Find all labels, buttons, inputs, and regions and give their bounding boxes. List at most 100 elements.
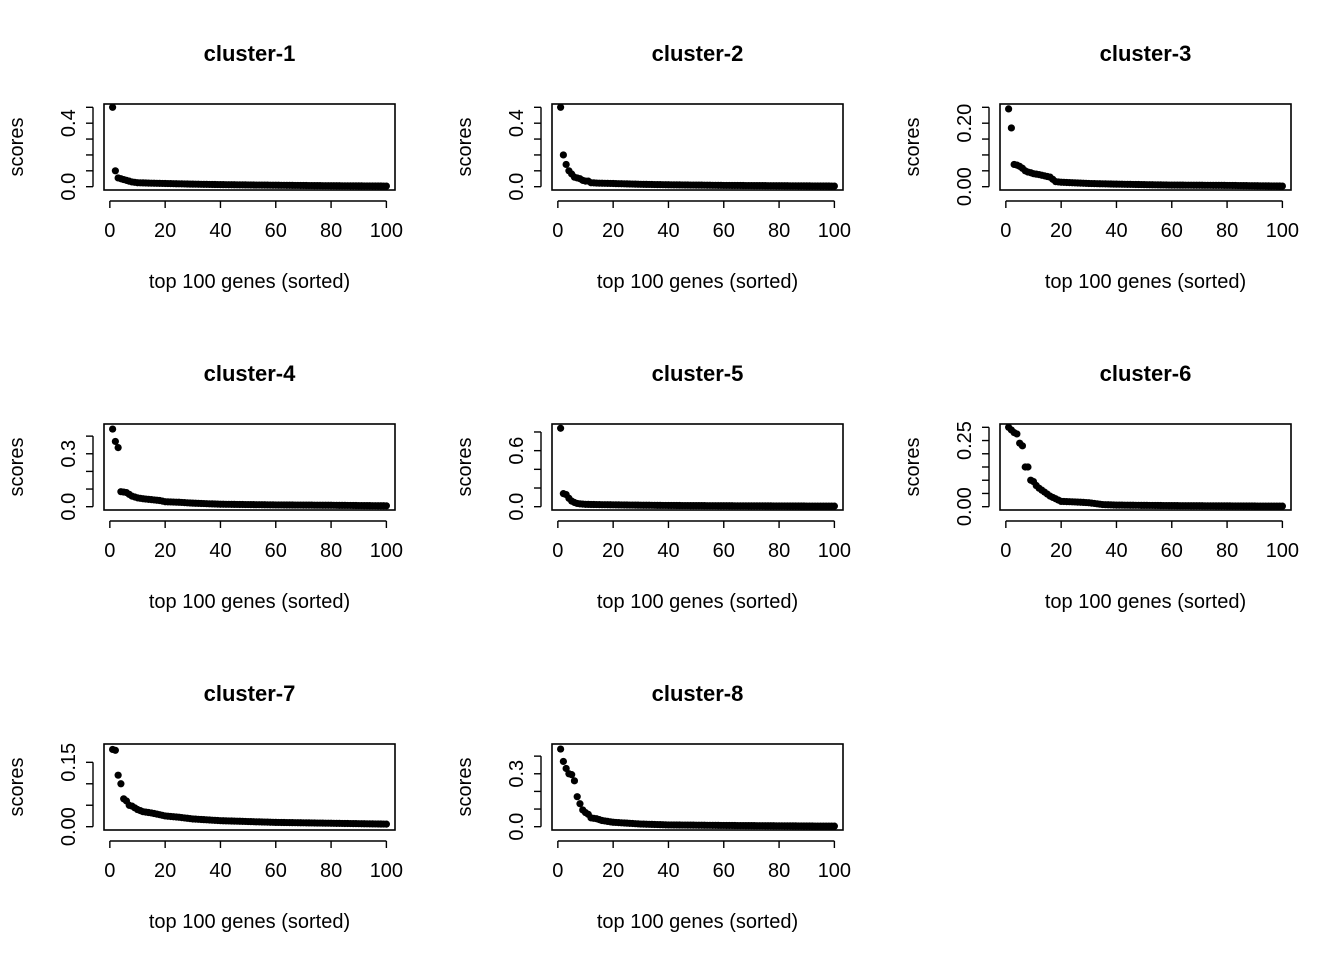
y-tick-label: 0.0	[506, 173, 528, 201]
panel-1: cluster-1 0 20 40 60 80 100 0.0 0.4 top 100 genes…	[6, 41, 403, 293]
y-tick-label: 0.0	[506, 493, 528, 521]
x-tick-label: 20	[602, 860, 624, 882]
x-tick-label: 40	[657, 540, 679, 562]
chart-title: cluster-1	[204, 41, 296, 66]
chart-title: cluster-6	[1100, 361, 1192, 386]
x-tick-label: 20	[154, 860, 176, 882]
panel-7: cluster-7 0 20 40 60 80 100 0.00 0.15 top 100 gen…	[6, 681, 403, 933]
y-tick-label: 0.00	[954, 167, 976, 206]
y-axis-label: scores	[6, 438, 28, 497]
data-point	[557, 103, 565, 111]
x-tick-label: 100	[818, 540, 851, 562]
data-point	[1018, 442, 1027, 450]
data-points	[1005, 423, 1286, 510]
x-tick-label: 60	[1161, 540, 1183, 562]
x-tick-label: 80	[320, 220, 342, 242]
y-axis-label: scores	[6, 758, 28, 817]
data-point	[570, 777, 579, 785]
y-tick-label: 0.0	[506, 813, 528, 841]
data-point	[1013, 430, 1021, 438]
data-point	[382, 182, 390, 190]
x-tick-label: 100	[1266, 540, 1299, 562]
chart-title: cluster-7	[204, 681, 296, 706]
y-axis-label: scores	[454, 438, 476, 497]
x-tick-label: 60	[265, 540, 287, 562]
y-axis-label: scores	[6, 118, 28, 177]
data-point	[111, 746, 119, 754]
x-tick-label: 100	[818, 220, 851, 242]
data-points	[109, 425, 390, 510]
y-tick-label: 0.25	[954, 421, 976, 460]
data-point	[382, 820, 390, 828]
x-tick-label: 20	[154, 540, 176, 562]
y-axis-label: scores	[902, 438, 924, 497]
x-axis-label: top 100 genes (sorted)	[1045, 591, 1246, 613]
x-tick-label: 20	[154, 220, 176, 242]
y-tick-label: 0.15	[58, 743, 80, 782]
x-tick-label: 80	[768, 220, 790, 242]
data-point	[562, 160, 570, 169]
data-point	[1005, 105, 1013, 113]
x-tick-label: 60	[713, 540, 735, 562]
x-tick-label: 60	[713, 860, 735, 882]
y-tick-label: 0.00	[954, 487, 976, 526]
data-point	[562, 764, 570, 773]
data-point	[830, 822, 838, 830]
plot-frame	[551, 743, 844, 831]
x-axis-label: top 100 genes (sorted)	[597, 591, 798, 613]
x-tick-label: 0	[104, 540, 115, 562]
data-point	[559, 757, 567, 766]
x-tick-label: 80	[768, 540, 790, 562]
x-axis-label: top 100 genes (sorted)	[149, 591, 350, 613]
data-point	[111, 437, 119, 446]
x-tick-label: 60	[1161, 220, 1183, 242]
y-axis-label: scores	[454, 118, 476, 177]
x-tick-label: 0	[104, 860, 115, 882]
x-tick-label: 0	[1000, 540, 1011, 562]
x-axis-label: top 100 genes (sorted)	[149, 271, 350, 293]
x-tick-label: 80	[320, 860, 342, 882]
x-tick-label: 60	[265, 220, 287, 242]
x-tick-label: 80	[320, 540, 342, 562]
plot-frame	[551, 103, 844, 191]
x-tick-label: 20	[1050, 220, 1072, 242]
data-point	[114, 771, 122, 779]
y-axis-label: scores	[454, 758, 476, 817]
panel-8: cluster-8 0 20 40 60 80 100 0.0 0.3 top 100 genes…	[454, 681, 851, 933]
x-tick-label: 60	[265, 860, 287, 882]
y-tick-label: 0.0	[58, 173, 80, 201]
x-tick-label: 80	[1216, 540, 1238, 562]
chart-title: cluster-3	[1100, 41, 1192, 66]
plot-frame	[103, 423, 396, 511]
x-tick-label: 100	[370, 540, 403, 562]
plot-frame	[103, 103, 396, 191]
x-tick-label: 0	[1000, 220, 1011, 242]
x-tick-label: 40	[1105, 540, 1127, 562]
data-point	[1007, 124, 1015, 132]
x-tick-label: 100	[370, 860, 403, 882]
data-point	[830, 502, 838, 510]
y-tick-label: 0.4	[506, 109, 528, 137]
x-tick-label: 80	[768, 860, 790, 882]
data-point	[1278, 502, 1286, 510]
data-point	[117, 780, 125, 788]
x-tick-label: 20	[602, 220, 624, 242]
x-tick-label: 60	[713, 220, 735, 242]
x-tick-label: 20	[1050, 540, 1072, 562]
plot-frame	[551, 423, 844, 511]
x-axis-label: top 100 genes (sorted)	[1045, 271, 1246, 293]
data-point	[557, 745, 565, 753]
data-point	[1278, 182, 1286, 190]
x-tick-label: 0	[104, 220, 115, 242]
x-tick-label: 20	[602, 540, 624, 562]
data-point	[111, 167, 119, 175]
x-axis-label: top 100 genes (sorted)	[597, 911, 798, 933]
data-point	[568, 771, 576, 779]
x-tick-label: 80	[1216, 220, 1238, 242]
x-tick-label: 100	[1266, 220, 1299, 242]
y-tick-label: 0.3	[506, 760, 528, 788]
chart-title: cluster-5	[652, 361, 744, 386]
plot-frame	[103, 743, 396, 831]
x-tick-label: 40	[209, 540, 231, 562]
